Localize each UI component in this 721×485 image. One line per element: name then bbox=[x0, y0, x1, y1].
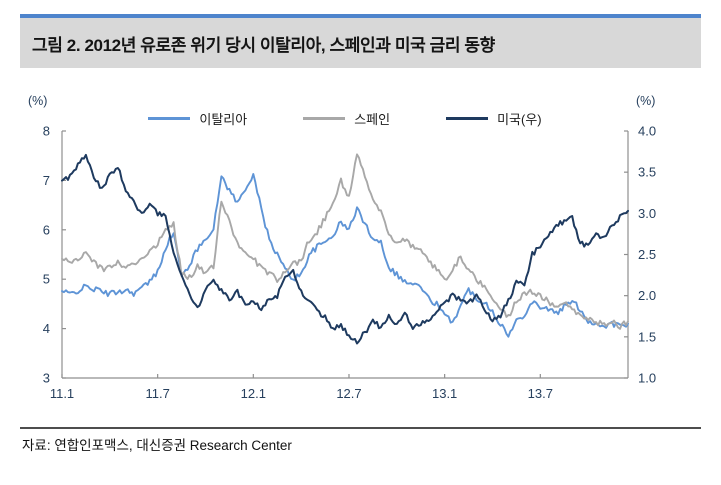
source-divider bbox=[20, 427, 701, 429]
figure-title: 그림 2. 2012년 유로존 위기 당시 이탈리아, 스페인과 미국 금리 동… bbox=[32, 35, 495, 55]
left-axis-tick-label: 7 bbox=[43, 173, 50, 188]
x-axis-tick-label: 13.1 bbox=[432, 386, 457, 401]
legend-label-us: 미국(우) bbox=[497, 112, 542, 127]
x-axis-tick-label: 11.7 bbox=[145, 386, 169, 401]
legend-swatch-italy bbox=[148, 117, 191, 120]
legend-swatch-spain bbox=[303, 117, 346, 120]
header-accent-bar bbox=[20, 14, 701, 18]
x-axis-tick-label: 13.7 bbox=[528, 386, 553, 401]
legend-label-spain: 스페인 bbox=[354, 112, 391, 127]
series-line-us bbox=[61, 153, 629, 345]
header-body: 그림 2. 2012년 유로존 위기 당시 이탈리아, 스페인과 미국 금리 동… bbox=[20, 18, 701, 68]
series-line-italy bbox=[61, 173, 629, 338]
right-axis-tick-label: 2.5 bbox=[638, 247, 656, 262]
right-axis-unit-label: (%) bbox=[636, 94, 656, 108]
right-axis-tick-label: 2.0 bbox=[638, 288, 656, 303]
series-line-spain bbox=[61, 153, 629, 330]
legend-item-us: 미국(우) bbox=[446, 109, 542, 128]
chart-legend: 이탈리아 스페인 미국(우) bbox=[62, 109, 628, 128]
right-axis-tick-label: 3.0 bbox=[638, 206, 656, 221]
right-axis-tick-label: 4.0 bbox=[638, 124, 656, 139]
source-note: 자료: 연합인포맥스, 대신증권 Research Center bbox=[22, 438, 292, 453]
left-axis-tick-label: 5 bbox=[43, 272, 50, 287]
right-axis-tick-label: 1.0 bbox=[638, 371, 656, 386]
legend-swatch-us bbox=[446, 117, 489, 120]
x-axis-tick-label: 11.1 bbox=[50, 386, 74, 401]
left-axis-tick-label: 3 bbox=[43, 371, 50, 386]
left-axis-unit-label: (%) bbox=[28, 94, 48, 108]
x-axis-tick-label: 12.7 bbox=[336, 386, 361, 401]
figure-header: 그림 2. 2012년 유로존 위기 당시 이탈리아, 스페인과 미국 금리 동… bbox=[20, 14, 701, 68]
legend-label-italy: 이탈리아 bbox=[199, 112, 248, 127]
right-axis-tick-label: 1.5 bbox=[638, 329, 656, 344]
left-axis-tick-label: 4 bbox=[43, 321, 50, 336]
left-axis-tick-label: 6 bbox=[43, 222, 50, 237]
right-axis-tick-label: 3.5 bbox=[638, 165, 656, 180]
x-axis-tick-label: 12.1 bbox=[241, 386, 266, 401]
legend-item-italy: 이탈리아 bbox=[148, 109, 247, 128]
legend-item-spain: 스페인 bbox=[303, 109, 390, 128]
left-axis-tick-label: 8 bbox=[43, 124, 50, 139]
